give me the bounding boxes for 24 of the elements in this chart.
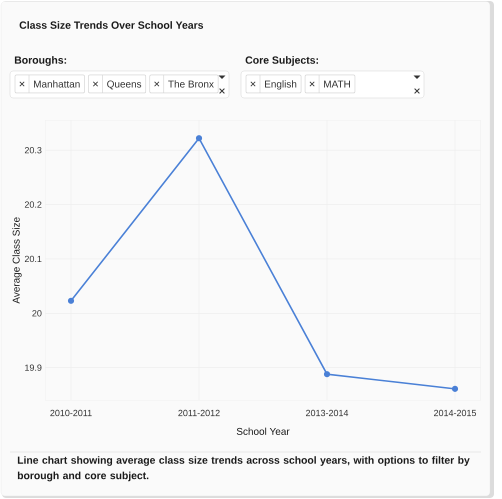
text: Boroughs: xyxy=(14,56,66,66)
point xyxy=(452,386,458,392)
text: Line chart showing average class size trends across school years, with options to filter by borough and core subject. xyxy=(18,456,470,482)
y-axis-title: Average Class Size xyxy=(12,217,22,304)
text: English xyxy=(265,80,296,90)
x-tick-label: 2013-2014 xyxy=(306,410,348,416)
y-tick-label: 20.3 xyxy=(24,147,42,154)
x-tick-label: 2010-2011 xyxy=(50,410,92,416)
y-tick-label: 20 xyxy=(32,310,42,316)
y-tick-label: 20.1 xyxy=(24,256,42,262)
point xyxy=(324,371,330,378)
y-tick-label: 19.9 xyxy=(25,364,42,371)
text: Queens xyxy=(107,80,142,90)
x-tick-label: 2011-2012 xyxy=(178,410,220,416)
text: Manhattan xyxy=(34,80,80,88)
point xyxy=(196,135,202,142)
chart-title: Class Size Trends Over School Years xyxy=(20,21,204,29)
text: Core Subjects: xyxy=(246,56,318,66)
x-axis-title: School Year xyxy=(236,428,290,435)
y-tick-label: 20.2 xyxy=(24,201,42,208)
point xyxy=(68,298,74,304)
text: The Bronx xyxy=(168,80,214,88)
text: MATH xyxy=(324,80,350,88)
x-tick-label: 2014-2015 xyxy=(434,410,476,416)
